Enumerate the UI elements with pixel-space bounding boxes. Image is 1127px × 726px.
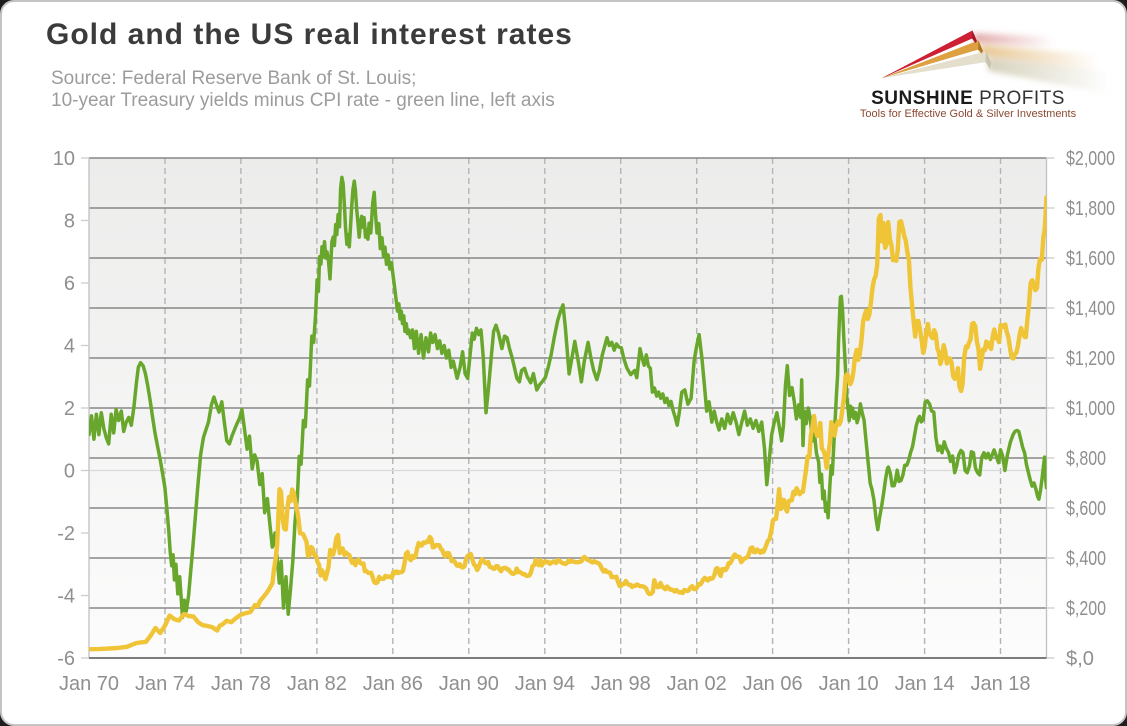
svg-text:-2: -2 [57,523,75,545]
svg-text:$1,400: $1,400 [1066,298,1115,320]
svg-text:$,800: $,800 [1066,448,1106,470]
svg-text:Jan 94: Jan 94 [515,673,575,695]
svg-text:0: 0 [64,461,75,483]
svg-text:$,600: $,600 [1066,498,1106,520]
svg-text:Jan 02: Jan 02 [667,673,727,695]
svg-text:-6: -6 [57,648,75,670]
svg-text:$1,000: $1,000 [1066,398,1115,420]
svg-text:Jan 78: Jan 78 [211,673,271,695]
svg-text:$2,000: $2,000 [1066,148,1115,170]
svg-text:8: 8 [64,211,75,233]
svg-text:Jan 98: Jan 98 [591,673,651,695]
svg-text:10: 10 [53,148,75,170]
svg-text:Jan 10: Jan 10 [819,673,879,695]
svg-text:$,400: $,400 [1066,548,1106,570]
svg-text:$1,800: $1,800 [1066,198,1115,220]
svg-text:Jan 14: Jan 14 [895,673,955,695]
svg-text:$1,600: $1,600 [1066,248,1115,270]
svg-text:Jan 82: Jan 82 [287,673,347,695]
svg-text:Jan 18: Jan 18 [970,673,1030,695]
svg-text:Jan 70: Jan 70 [59,673,119,695]
svg-text:Jan 90: Jan 90 [439,673,499,695]
svg-text:4: 4 [64,336,75,358]
svg-text:$1,200: $1,200 [1066,348,1115,370]
svg-text:Jan 86: Jan 86 [363,673,423,695]
svg-text:$,200: $,200 [1066,598,1106,620]
svg-text:-4: -4 [57,586,75,608]
svg-text:2: 2 [64,398,75,420]
svg-text:Jan 74: Jan 74 [135,673,195,695]
svg-text:Jan 06: Jan 06 [743,673,803,695]
svg-text:6: 6 [64,273,75,295]
svg-text:$,0: $,0 [1066,648,1094,670]
